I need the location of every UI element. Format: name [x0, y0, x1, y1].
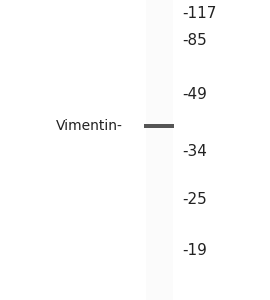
- Text: -25: -25: [182, 192, 207, 207]
- Text: -19: -19: [182, 243, 207, 258]
- Text: -34: -34: [182, 144, 207, 159]
- FancyBboxPatch shape: [144, 124, 174, 128]
- Text: -49: -49: [182, 87, 207, 102]
- FancyBboxPatch shape: [146, 0, 173, 300]
- Text: -85: -85: [182, 33, 207, 48]
- Text: -117: -117: [182, 6, 217, 21]
- Text: Vimentin-: Vimentin-: [56, 119, 123, 133]
